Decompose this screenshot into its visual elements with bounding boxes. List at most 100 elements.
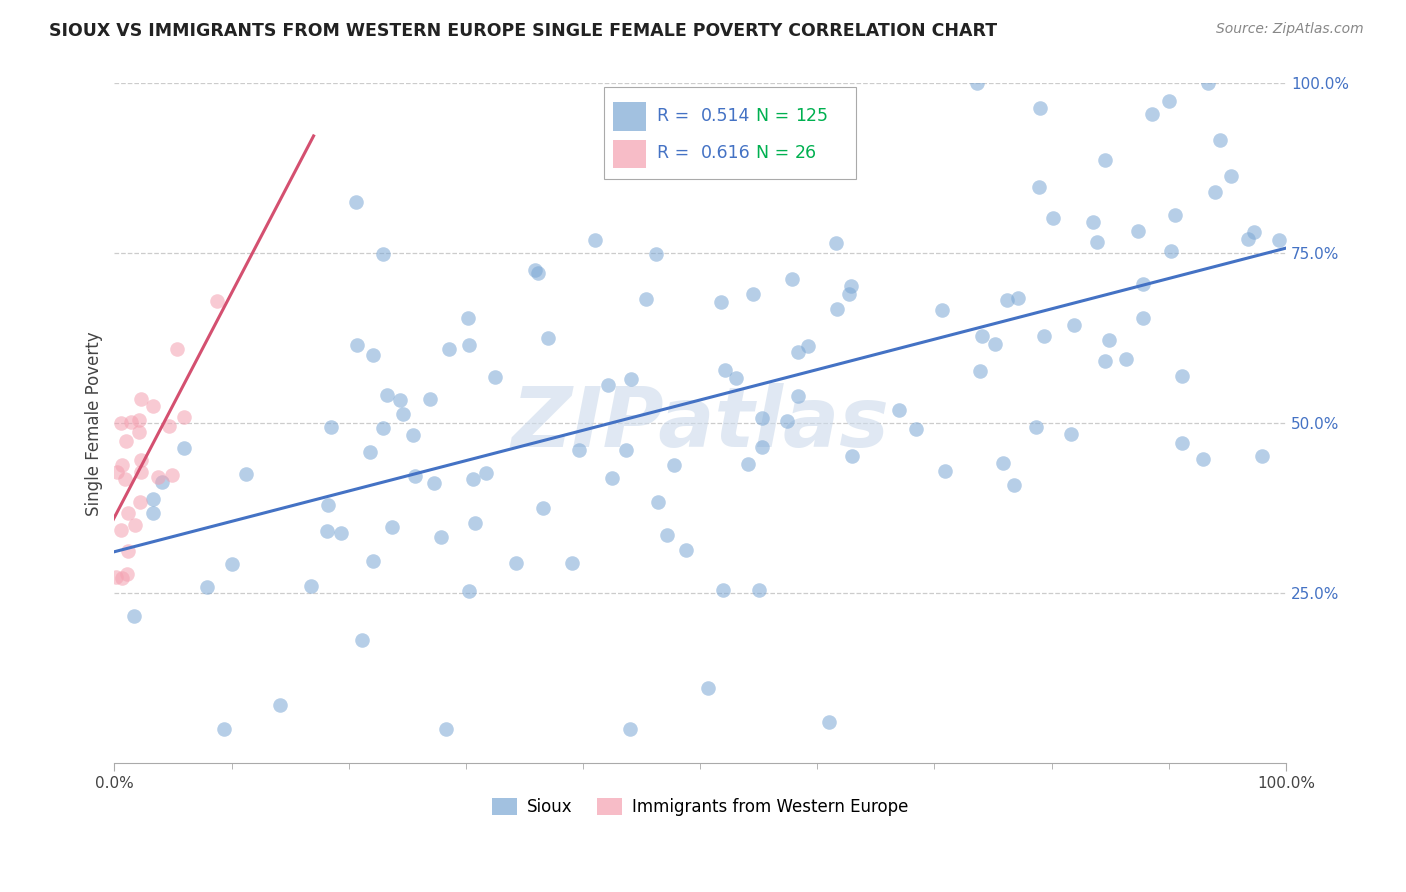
Point bbox=[841, 449, 863, 463]
Point bbox=[1025, 420, 1047, 434]
Point bbox=[344, 195, 367, 210]
Point bbox=[600, 471, 623, 485]
Text: 0.514: 0.514 bbox=[702, 107, 751, 125]
Point bbox=[141, 399, 163, 413]
Point bbox=[104, 569, 127, 583]
Point bbox=[931, 302, 953, 317]
Point bbox=[1220, 169, 1243, 183]
Point bbox=[457, 310, 479, 325]
Point bbox=[1132, 311, 1154, 326]
Point bbox=[434, 722, 457, 736]
Point bbox=[221, 557, 243, 571]
Point bbox=[1007, 291, 1029, 305]
Point bbox=[463, 472, 485, 486]
Point bbox=[111, 571, 134, 585]
Point bbox=[173, 442, 195, 456]
Point bbox=[825, 236, 848, 251]
Point bbox=[1251, 450, 1274, 464]
Point bbox=[675, 543, 697, 558]
Point bbox=[710, 295, 733, 310]
Point bbox=[1171, 436, 1194, 450]
Text: R =: R = bbox=[657, 145, 695, 162]
Point bbox=[110, 417, 132, 431]
Point bbox=[568, 442, 591, 457]
Point bbox=[780, 271, 803, 285]
Point bbox=[150, 475, 173, 490]
Point bbox=[1243, 225, 1265, 239]
Point bbox=[1097, 334, 1119, 348]
Point bbox=[129, 392, 152, 407]
Point bbox=[1063, 318, 1085, 332]
Point bbox=[475, 466, 498, 480]
Y-axis label: Single Female Poverty: Single Female Poverty bbox=[86, 331, 103, 516]
Point bbox=[160, 467, 183, 482]
Point bbox=[751, 441, 773, 455]
Point bbox=[662, 458, 685, 472]
Text: 125: 125 bbox=[794, 107, 828, 125]
Point bbox=[904, 422, 927, 436]
Point bbox=[129, 453, 152, 467]
Point bbox=[129, 465, 152, 479]
Point bbox=[418, 392, 440, 406]
Point bbox=[620, 372, 643, 386]
Point bbox=[827, 301, 849, 316]
Point bbox=[437, 342, 460, 356]
Point bbox=[117, 506, 139, 520]
Point bbox=[991, 457, 1014, 471]
Point bbox=[1081, 215, 1104, 229]
Point bbox=[1028, 180, 1050, 194]
Point bbox=[1192, 451, 1215, 466]
Text: R =: R = bbox=[657, 107, 695, 125]
Bar bbox=[613, 140, 647, 169]
Text: N =: N = bbox=[756, 107, 796, 125]
Point bbox=[645, 247, 668, 261]
Point bbox=[122, 608, 145, 623]
Point bbox=[157, 418, 180, 433]
Point bbox=[301, 579, 323, 593]
Point bbox=[173, 410, 195, 425]
Point bbox=[128, 494, 150, 508]
Point bbox=[235, 467, 257, 482]
Point bbox=[117, 544, 139, 558]
Text: SIOUX VS IMMIGRANTS FROM WESTERN EUROPE SINGLE FEMALE POVERTY CORRELATION CHART: SIOUX VS IMMIGRANTS FROM WESTERN EUROPE … bbox=[49, 22, 997, 40]
Point bbox=[839, 279, 862, 293]
Point bbox=[737, 457, 759, 471]
Point bbox=[561, 556, 583, 570]
Text: 26: 26 bbox=[794, 145, 817, 162]
Point bbox=[1115, 352, 1137, 367]
Point bbox=[430, 530, 453, 544]
Point bbox=[423, 475, 446, 490]
Point bbox=[787, 345, 810, 359]
Point bbox=[195, 580, 218, 594]
Point bbox=[838, 287, 860, 301]
Point bbox=[934, 464, 956, 478]
Point bbox=[1094, 354, 1116, 368]
Point bbox=[381, 520, 404, 534]
Point bbox=[316, 524, 339, 538]
Point bbox=[748, 582, 770, 597]
Point bbox=[1157, 94, 1180, 108]
Point bbox=[647, 495, 669, 509]
Text: ZIPatlas: ZIPatlas bbox=[512, 383, 889, 464]
Point bbox=[359, 445, 381, 459]
Point bbox=[818, 714, 841, 729]
Bar bbox=[613, 103, 647, 131]
Point bbox=[724, 93, 747, 107]
Point bbox=[1029, 101, 1052, 115]
Point bbox=[115, 567, 138, 582]
Point bbox=[1197, 77, 1219, 91]
Point bbox=[714, 363, 737, 377]
Point bbox=[402, 428, 425, 442]
Point bbox=[1002, 478, 1025, 492]
Point bbox=[1160, 244, 1182, 258]
Point bbox=[464, 516, 486, 530]
Point bbox=[614, 442, 637, 457]
Point bbox=[205, 293, 228, 308]
Point bbox=[527, 266, 550, 280]
Point bbox=[536, 331, 558, 345]
Point bbox=[392, 407, 415, 421]
Point bbox=[583, 233, 606, 247]
Point bbox=[634, 292, 657, 306]
Point bbox=[1209, 133, 1232, 147]
Point bbox=[751, 410, 773, 425]
